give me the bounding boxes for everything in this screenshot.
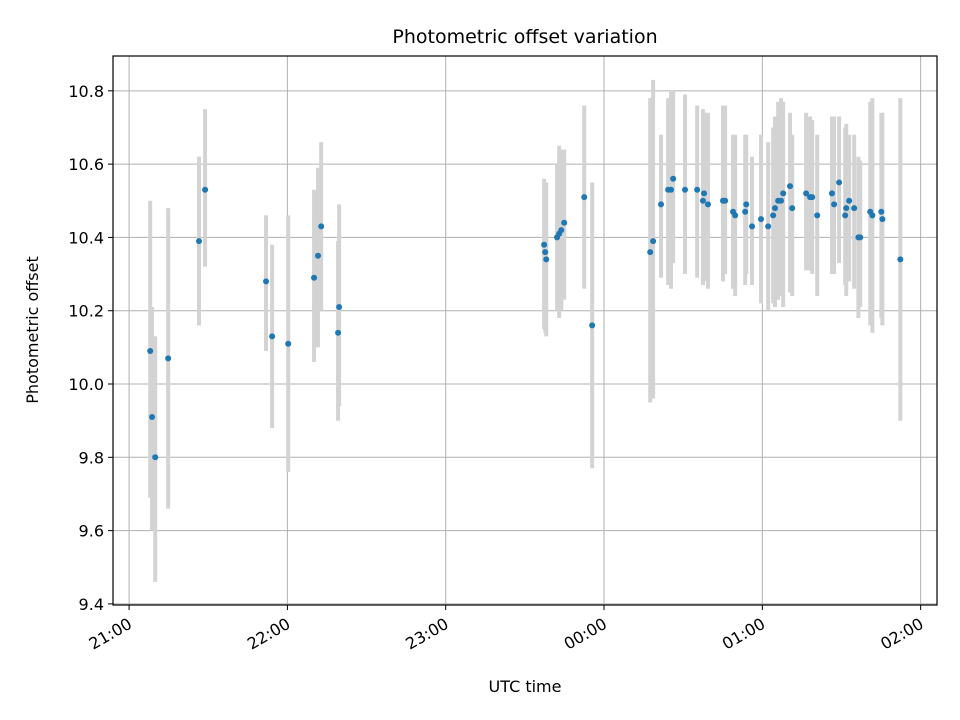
data-point — [263, 278, 270, 285]
data-point — [758, 216, 765, 223]
data-point — [879, 216, 886, 223]
data-point — [857, 234, 864, 241]
data-point — [814, 212, 821, 219]
data-point — [658, 201, 665, 208]
y-axis-label: Photometric offset — [23, 256, 42, 404]
y-tick-label: 9.4 — [79, 595, 104, 614]
data-point — [196, 238, 203, 245]
y-tick-label: 10.0 — [68, 375, 104, 394]
data-point — [803, 190, 810, 197]
data-point — [897, 256, 904, 263]
data-point — [561, 219, 568, 226]
data-point — [770, 212, 777, 219]
data-point — [650, 238, 657, 245]
data-point — [147, 348, 154, 355]
data-point — [269, 333, 276, 340]
y-tick-label: 9.6 — [79, 522, 104, 541]
data-point — [765, 223, 772, 230]
data-point — [722, 197, 729, 204]
x-tick-label: 00:00 — [561, 614, 610, 654]
data-point — [670, 175, 677, 182]
x-tick-label: 21:00 — [86, 614, 135, 654]
data-point — [869, 212, 876, 219]
y-tick-label: 10.8 — [68, 82, 104, 101]
data-point — [335, 329, 342, 336]
data-point — [878, 208, 885, 215]
data-point — [336, 304, 343, 311]
data-point — [842, 212, 849, 219]
data-point — [831, 201, 838, 208]
y-tick-label: 10.6 — [68, 155, 104, 174]
data-point — [541, 241, 548, 248]
data-point — [647, 249, 654, 256]
data-point — [699, 197, 706, 204]
data-point — [704, 201, 711, 208]
error-bars — [148, 79, 903, 582]
grid — [113, 56, 937, 605]
data-point — [780, 190, 787, 197]
data-point — [165, 355, 172, 362]
data-point — [749, 223, 756, 230]
y-tick-label: 9.8 — [79, 448, 104, 467]
data-point — [668, 186, 675, 193]
data-point — [202, 186, 209, 193]
data-point — [743, 201, 750, 208]
data-point — [701, 190, 708, 197]
data-point — [771, 205, 778, 212]
x-axis-label: UTC time — [489, 677, 562, 696]
data-point — [318, 223, 325, 230]
x-tick-label: 02:00 — [877, 614, 926, 654]
data-point — [589, 322, 596, 329]
data-point — [778, 197, 785, 204]
x-tick-label: 01:00 — [719, 614, 768, 654]
data-point — [311, 274, 318, 281]
data-point — [558, 227, 565, 234]
data-point — [732, 212, 739, 219]
data-point — [694, 186, 701, 193]
data-point — [149, 413, 156, 420]
data-point — [581, 194, 588, 201]
data-points — [147, 175, 904, 461]
data-point — [285, 340, 292, 347]
data-point — [742, 208, 749, 215]
data-point — [682, 186, 689, 193]
plot-frame — [112, 55, 938, 606]
data-point — [828, 190, 835, 197]
data-point — [846, 197, 853, 204]
data-point — [836, 179, 843, 186]
data-point — [152, 454, 159, 461]
chart-title: Photometric offset variation — [392, 26, 657, 48]
x-tick-label: 22:00 — [244, 614, 293, 654]
data-point — [851, 205, 858, 212]
data-point — [542, 249, 549, 256]
data-point — [843, 205, 850, 212]
y-tick-label: 10.2 — [68, 302, 104, 321]
data-point — [809, 194, 816, 201]
data-point — [789, 205, 796, 212]
data-point — [787, 183, 794, 190]
data-point — [543, 256, 550, 263]
data-point — [315, 252, 322, 259]
y-tick-label: 10.4 — [68, 228, 104, 247]
x-tick-label: 23:00 — [402, 614, 451, 654]
